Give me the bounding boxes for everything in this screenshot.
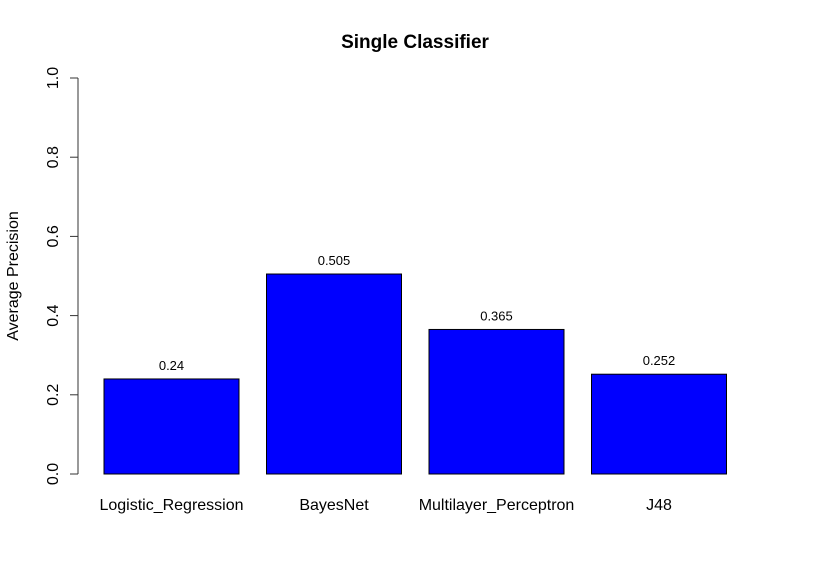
- bar: [266, 273, 402, 475]
- x-category-label: Multilayer_Perceptron: [419, 497, 575, 514]
- bar-value-label: 0.24: [159, 358, 184, 373]
- bar-value-label: 0.252: [643, 353, 676, 368]
- chart-title: Single Classifier: [341, 32, 489, 53]
- bars-group: [103, 273, 727, 475]
- y-tick-label: 1.0: [45, 67, 62, 89]
- x-category-labels: Logistic_Regression BayesNet Multilayer_Pe…: [99, 497, 672, 514]
- bar-value-label: 0.505: [318, 253, 351, 268]
- bar: [103, 378, 240, 475]
- bar-value-label: 0.365: [480, 308, 513, 323]
- y-tick-label: 0.8: [45, 146, 62, 168]
- bar: [428, 328, 565, 475]
- y-tick-label: 0.0: [45, 463, 62, 485]
- x-category-label: BayesNet: [299, 497, 369, 514]
- y-axis-label: Average Precision: [5, 211, 22, 341]
- y-axis: 0.0 0.2 0.4 0.6 0.8 1.0: [45, 67, 79, 485]
- bar: [591, 373, 727, 475]
- y-tick-label: 0.4: [45, 304, 62, 326]
- bar-value-labels: 0.24 0.505 0.365 0.252: [159, 253, 675, 373]
- y-tick-label: 0.6: [45, 225, 62, 247]
- x-category-label: Logistic_Regression: [99, 497, 243, 514]
- x-category-label: J48: [646, 497, 672, 514]
- y-tick-label: 0.2: [45, 384, 62, 406]
